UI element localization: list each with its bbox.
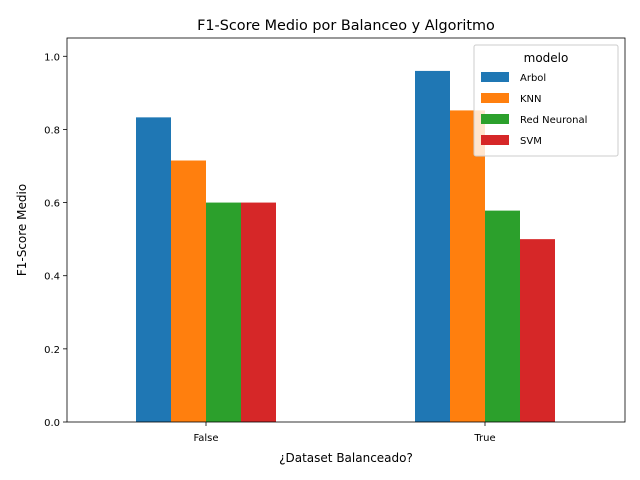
legend-swatch [481,114,509,124]
legend-items: Arbol KNN Red Neuronal SVM [481,72,587,147]
legend: modelo Arbol KNN Red Neuronal SVM [473,44,619,157]
y-tick-label: 0.8 [44,125,60,136]
bar-group [136,70,555,423]
bar-red-neuronal-false [206,202,241,422]
legend-label: SVM [520,136,542,147]
legend-swatch [481,72,509,82]
bar-svm-true [520,239,555,422]
legend-swatch [481,93,509,103]
legend-frame [473,44,619,157]
y-axis-label: F1-Score Medio [15,184,29,276]
y-tick-label: 1.0 [44,52,60,63]
y-tick-label: 0.4 [44,272,60,283]
legend-label: KNN [520,94,542,105]
bar-knn-false [171,160,206,422]
legend-swatch [481,135,509,145]
y-tick-label: 0.6 [44,199,60,210]
x-axis: False True [193,422,496,444]
bar-red-neuronal-true [485,210,520,422]
legend-label: Red Neuronal [520,115,587,126]
x-tick-label: False [193,433,218,444]
bar-arbol-false [136,117,171,423]
y-axis: 0.0 0.2 0.4 0.6 0.8 1.0 [44,52,67,429]
y-tick-label: 0.2 [44,345,60,356]
bar-knn-true [450,110,485,422]
x-axis-label: ¿Dataset Balanceado? [279,451,413,465]
plot-frame [66,37,626,423]
legend-label: Arbol [520,73,546,84]
x-tick-label: True [473,433,495,444]
bar-svm-false [241,202,276,422]
legend-title: modelo [524,51,569,65]
chart-title: F1-Score Medio por Balanceo y Algoritmo [197,18,495,34]
y-tick-label: 0.0 [44,418,60,429]
bar-arbol-true [415,70,450,423]
